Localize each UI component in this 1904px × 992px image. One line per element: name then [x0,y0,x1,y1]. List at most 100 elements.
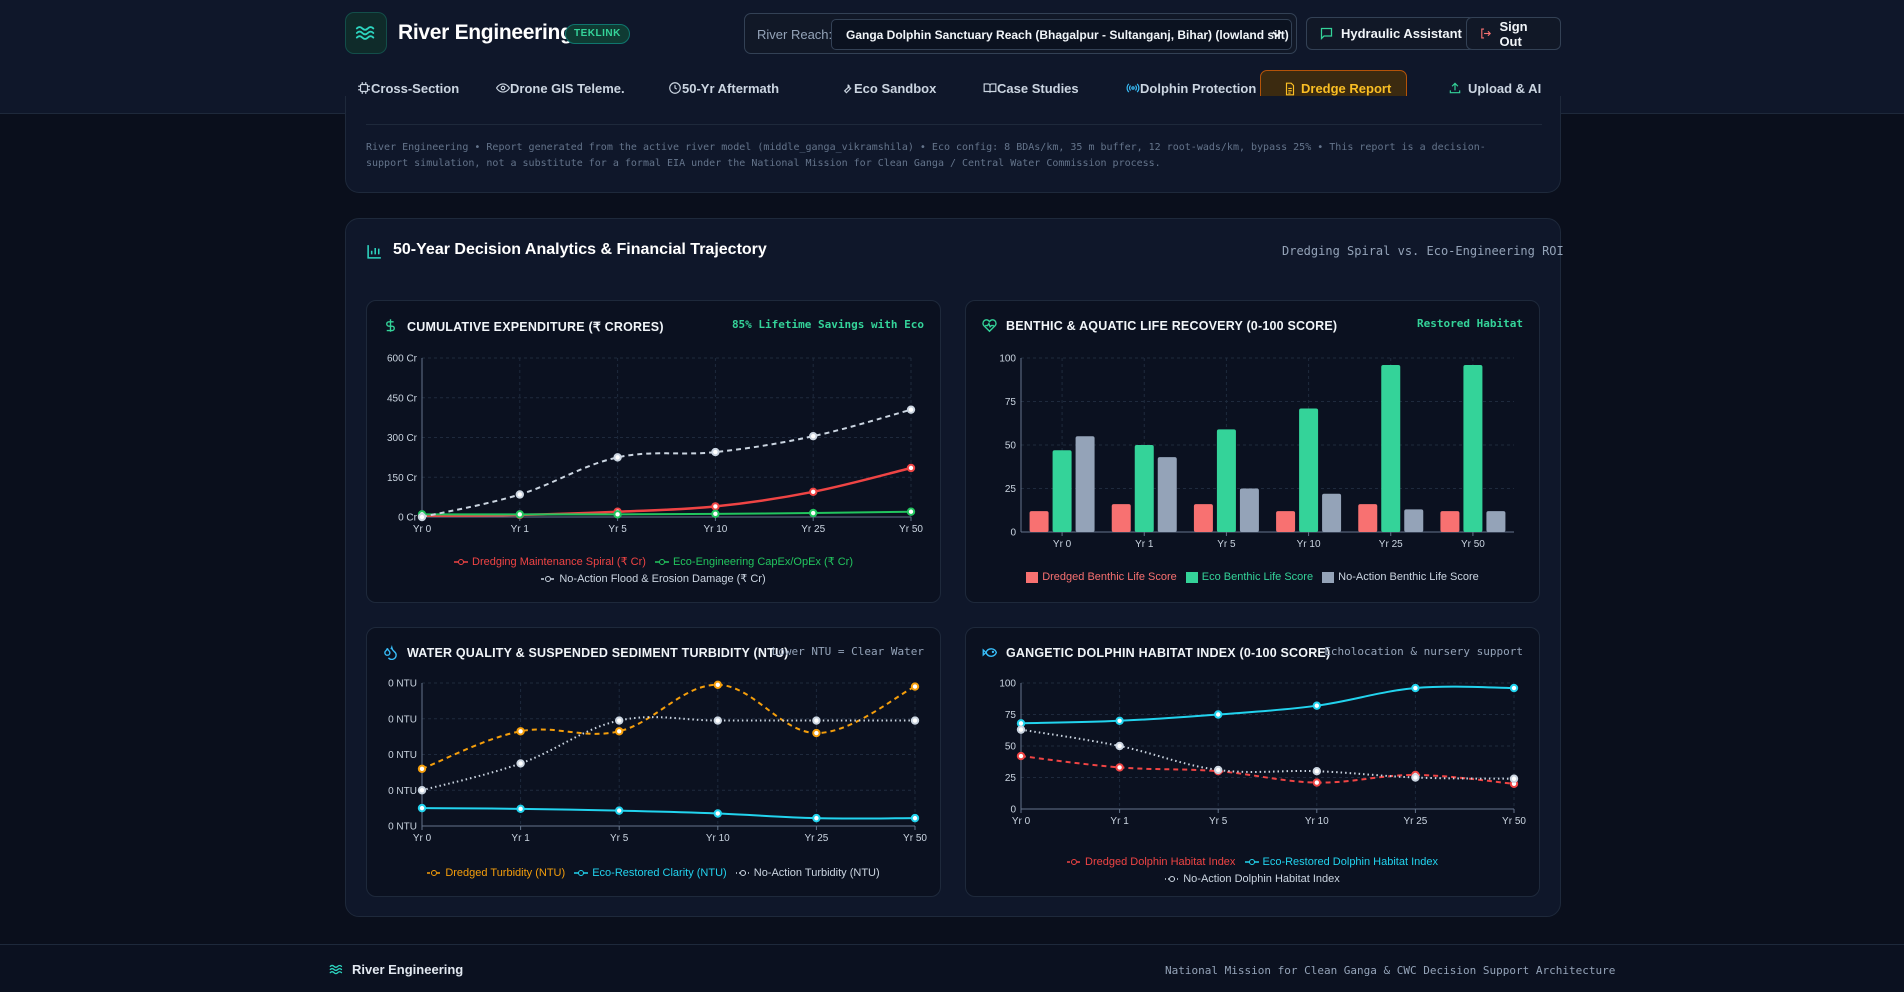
data-point [1411,773,1420,782]
card-dolphin-habitat: GANGETIC DOLPHIN HABITAT INDEX (0-100 SC… [965,627,1540,897]
legend-item-eco[interactable]: Eco-Engineering CapEx/OpEx (₹ Cr) [654,554,853,570]
x-tick-label: Yr 10 [1297,539,1321,550]
benthic-chart: 0 25 50 75 100 Yr 0 Yr 1 Yr 5 Yr 10 Yr 25 Yr 50 [999,354,1514,550]
tab-case-studies[interactable]: Case Studies [971,70,1101,106]
series-line [421,683,916,770]
data-point [910,813,920,823]
bar [1111,504,1131,532]
tab-label: 50-Yr Aftermath [682,80,780,96]
legend-swatch [1322,571,1335,583]
card-cumulative-expenditure: CUMULATIVE EXPENDITURE (₹ CRORES) 85% Li… [366,300,941,603]
legend-item-no-action[interactable]: No-Action Turbidity (NTU) [735,865,880,881]
y-tick-label: 75 [1005,710,1017,721]
y-tick-label: 50 [1005,441,1017,452]
card-tag: Echolocation & nursery support [1324,645,1523,658]
data-point [906,507,916,516]
data-point [1312,778,1321,787]
tab-dolphin-protection[interactable]: Dolphin Protection [1114,70,1264,106]
y-tick-label: 50 [1005,742,1017,753]
hydraulic-assistant-button[interactable]: Hydraulic Assistant [1306,17,1475,50]
legend-marker-icon [541,576,556,582]
data-point [1115,763,1124,772]
y-tick-label: 0 [1010,805,1016,816]
tab-cross-section[interactable]: Cross-Section [345,70,475,106]
x-tick-label: Yr 1 [1135,539,1154,550]
data-point [1411,683,1420,693]
x-tick-label: Yr 1 [511,833,530,844]
data-point [1312,701,1321,710]
legend-item-eco[interactable]: Eco-Restored Clarity (NTU) [574,865,727,881]
river-reach-dropdown[interactable]: Ganga Dolphin Sanctuary Reach (Bhagalpur… [831,19,1292,50]
legend-item-dredged[interactable]: Dredged Benthic Life Score [1026,569,1177,585]
analytics-subtitle: Dredging Spiral vs. Eco-Engineering ROI [1282,244,1564,258]
waves-icon [329,964,343,975]
app-logo[interactable] [345,12,387,54]
y-tick-label: 75 [1005,397,1017,408]
legend-label: No-Action Turbidity (NTU) [753,867,880,879]
legend-item-dredging[interactable]: Dredging Maintenance Spiral (₹ Cr) [454,554,646,570]
legend-marker-icon [427,870,442,876]
bar [1052,450,1072,532]
tab-eco-sandbox[interactable]: Eco Sandbox [828,70,958,106]
sign-out-button[interactable]: Sign Out [1466,17,1561,50]
tab-50yr-aftermath[interactable]: 50-Yr Aftermath [656,70,796,106]
book-icon [983,83,997,93]
legend-swatch [1185,571,1198,583]
chevron-down-icon [1272,31,1282,38]
radio-icon [1126,83,1140,93]
legend-label: Dredged Dolphin Habitat Index [1085,856,1236,868]
card-title: CUMULATIVE EXPENDITURE (₹ CRORES) [407,320,664,334]
data-point [906,405,916,414]
heart-pulse-icon [982,319,997,333]
legend-item-no-action[interactable]: No-Action Benthic Life Score [1322,569,1479,585]
bar [1322,493,1342,532]
data-point [515,490,525,499]
expenditure-chart: 0 Cr 150 Cr 300 Cr 450 Cr 600 Cr Yr 0 Yr 1 Yr 5… [387,354,923,536]
data-point [1509,683,1519,693]
top-header: River Engineering TEKLINK River Reach: G… [0,0,1904,114]
legend-label: No-Action Dolphin Habitat Index [1183,873,1340,885]
data-point [812,813,821,823]
tab-drone-gis[interactable]: Drone GIS Teleme... [484,70,624,106]
y-tick-label: 450 Cr [387,393,418,404]
chart-legend: Dredged Dolphin Habitat Index Eco-Restor… [966,854,1539,888]
y-tick-label: 0 NTU [388,822,417,833]
chip-icon [358,82,370,94]
legend-item-no-action[interactable]: No-Action Flood & Erosion Damage (₹ Cr) [541,571,766,587]
dolphin-chart: 0 25 50 75 100 Yr 0 Yr 1 Yr 5 Yr 10 Yr 25 Yr 50 [999,679,1526,828]
x-tick-label: Yr 10 [1305,816,1329,827]
card-title: WATER QUALITY & SUSPENDED SEDIMENT TURBI… [407,646,789,660]
x-tick-label: Yr 25 [804,833,828,844]
river-reach-value: Ganga Dolphin Sanctuary Reach (Bhagalpur… [846,28,1289,42]
tab-label: Eco Sandbox [854,80,937,96]
legend-item-dredged[interactable]: Dredged Dolphin Habitat Index [1067,854,1235,870]
bar [1463,364,1483,532]
tab-label: Drone GIS Teleme... [510,80,624,96]
x-tick-label: Yr 25 [801,524,825,535]
y-tick-label: 25 [1005,484,1017,495]
legend-item-eco[interactable]: Eco Benthic Life Score [1185,569,1313,585]
x-tick-label: Yr 5 [610,833,629,844]
droplets-icon [384,645,397,660]
bar [1440,511,1460,532]
legend-label: No-Action Flood & Erosion Damage (₹ Cr) [559,573,766,585]
x-tick-label: Yr 0 [413,524,432,535]
series-line [421,807,916,820]
legend-item-dredged[interactable]: Dredged Turbidity (NTU) [427,865,565,881]
series-line [422,510,912,516]
series-line [421,408,912,518]
bar [1486,511,1506,532]
legend-marker-icon [1165,876,1180,882]
data-point [615,727,624,736]
legend-item-no-action[interactable]: No-Action Dolphin Habitat Index [1165,871,1340,887]
bar [1299,408,1319,532]
legend-item-eco[interactable]: Eco-Restored Dolphin Habitat Index [1244,854,1438,870]
bar [1029,511,1049,532]
tab-label: Dolphin Protection [1140,80,1257,96]
bar [1134,445,1154,532]
data-point [711,509,720,519]
clock-icon [669,82,681,94]
tab-upload-ai[interactable]: Upload & AI [1428,70,1561,106]
tab-label: Dredge Report [1301,80,1392,96]
x-tick-label: Yr 50 [1461,539,1485,550]
